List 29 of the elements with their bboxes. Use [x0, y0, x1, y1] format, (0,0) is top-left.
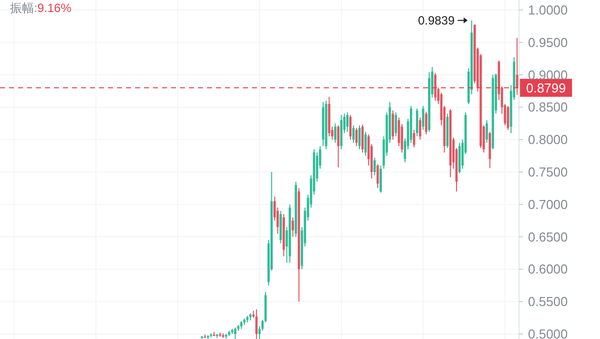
candlestick: [380, 165, 382, 194]
y-tick-label: 0.5000: [528, 326, 568, 339]
candlestick: [292, 216, 294, 238]
candlestick: [337, 124, 340, 168]
y-tick-label: 1.0000: [528, 2, 568, 18]
candlestick: [418, 117, 422, 140]
candlestick: [374, 157, 376, 176]
y-tick-label: 0.6500: [528, 229, 568, 244]
y-tick-label: 0.7500: [528, 164, 568, 180]
candlestick: [334, 122, 336, 144]
annotation: 振幅:9.16%: [10, 1, 72, 15]
candlestick: [392, 110, 394, 140]
candlestick: [434, 72, 436, 102]
candlestick: [234, 327, 236, 339]
candlestick: [422, 105, 424, 130]
y-tick-label: 0.8000: [528, 132, 568, 148]
candlestick: [376, 164, 379, 189]
y-tick-label: 0.7000: [528, 196, 568, 212]
candlestick: [425, 111, 428, 135]
ref-line-label: 0.8799: [526, 80, 566, 96]
y-tick-label: 0.5500: [528, 294, 568, 310]
y-tick-label: 0.8500: [528, 100, 568, 115]
candlestick: [394, 112, 398, 137]
y-tick-label: 0.9500: [528, 34, 568, 50]
candlestick: [412, 129, 416, 148]
annotation: 0.9839: [418, 13, 455, 28]
y-tick-label: 0.6000: [528, 262, 568, 277]
candlestick: [486, 120, 488, 144]
y-tick-label: 0.9000: [528, 67, 568, 82]
